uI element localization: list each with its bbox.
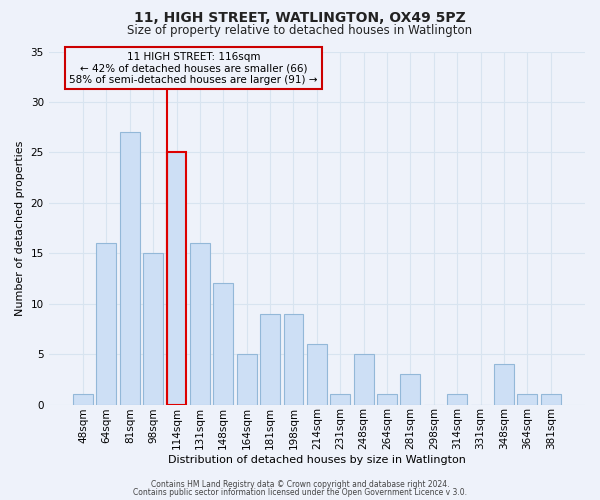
Bar <box>143 253 163 404</box>
Bar <box>73 394 93 404</box>
Bar <box>494 364 514 405</box>
Bar <box>120 132 140 404</box>
Bar <box>97 243 116 404</box>
Bar <box>447 394 467 404</box>
Bar <box>307 344 327 405</box>
Text: 11 HIGH STREET: 116sqm
← 42% of detached houses are smaller (66)
58% of semi-det: 11 HIGH STREET: 116sqm ← 42% of detached… <box>69 52 318 84</box>
Text: Contains HM Land Registry data © Crown copyright and database right 2024.: Contains HM Land Registry data © Crown c… <box>151 480 449 489</box>
Bar <box>167 152 187 404</box>
Text: Contains public sector information licensed under the Open Government Licence v : Contains public sector information licen… <box>133 488 467 497</box>
Bar <box>517 394 537 404</box>
Y-axis label: Number of detached properties: Number of detached properties <box>15 140 25 316</box>
Bar <box>190 243 210 404</box>
Bar <box>400 374 421 404</box>
Bar <box>214 284 233 405</box>
Bar <box>377 394 397 404</box>
Bar <box>260 314 280 404</box>
Bar <box>353 354 374 405</box>
Bar <box>284 314 304 404</box>
Bar <box>330 394 350 404</box>
Bar <box>237 354 257 405</box>
Text: Size of property relative to detached houses in Watlington: Size of property relative to detached ho… <box>127 24 473 37</box>
X-axis label: Distribution of detached houses by size in Watlington: Distribution of detached houses by size … <box>168 455 466 465</box>
Bar <box>541 394 560 404</box>
Text: 11, HIGH STREET, WATLINGTON, OX49 5PZ: 11, HIGH STREET, WATLINGTON, OX49 5PZ <box>134 11 466 25</box>
